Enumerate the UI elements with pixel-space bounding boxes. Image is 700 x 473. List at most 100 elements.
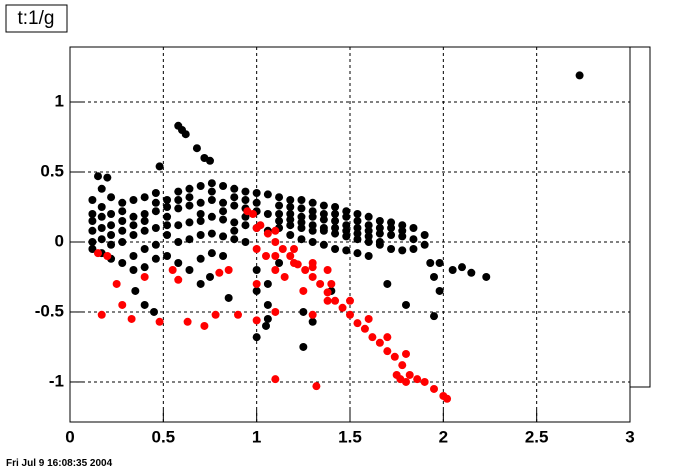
point xyxy=(127,314,136,323)
point xyxy=(163,195,172,204)
title-box xyxy=(5,4,68,33)
point xyxy=(430,384,438,393)
point xyxy=(368,333,377,342)
x-tick-label: 1.5 xyxy=(338,427,362,446)
point xyxy=(308,226,317,235)
point xyxy=(299,307,308,316)
point xyxy=(118,207,127,216)
point xyxy=(392,370,401,379)
point xyxy=(286,230,295,239)
point xyxy=(151,198,160,207)
point xyxy=(360,324,369,333)
point xyxy=(271,251,280,260)
point xyxy=(375,223,384,232)
point xyxy=(308,272,317,281)
point xyxy=(364,221,373,230)
y-tick-label: -0.5 xyxy=(35,301,64,320)
point xyxy=(297,223,306,232)
point xyxy=(409,235,418,244)
point xyxy=(241,221,250,230)
point xyxy=(163,221,172,230)
point xyxy=(312,382,321,391)
point xyxy=(185,193,194,202)
point xyxy=(430,312,438,321)
point xyxy=(346,310,354,319)
point xyxy=(118,198,127,207)
point xyxy=(241,195,250,204)
point xyxy=(383,333,392,342)
point xyxy=(97,202,106,211)
point xyxy=(263,279,272,288)
point xyxy=(286,209,295,218)
point xyxy=(196,216,205,225)
point xyxy=(107,240,116,249)
point xyxy=(342,226,351,235)
point xyxy=(383,279,392,288)
point xyxy=(278,244,287,253)
point xyxy=(262,251,270,260)
point xyxy=(107,230,116,239)
point xyxy=(163,230,172,239)
point xyxy=(262,321,270,330)
point xyxy=(458,263,466,272)
point xyxy=(342,212,351,221)
x-tick-label: 0.5 xyxy=(152,427,176,446)
point xyxy=(290,258,298,267)
point xyxy=(263,209,272,218)
point xyxy=(230,235,239,244)
point xyxy=(140,193,149,202)
point xyxy=(112,279,121,288)
point xyxy=(118,258,127,267)
point xyxy=(402,300,410,309)
point xyxy=(151,207,160,216)
point xyxy=(211,310,220,319)
point xyxy=(94,249,102,258)
point xyxy=(181,130,190,139)
point xyxy=(390,352,399,361)
point xyxy=(185,235,194,244)
point xyxy=(316,279,325,288)
point xyxy=(301,265,310,274)
point xyxy=(275,201,284,210)
point xyxy=(103,251,112,260)
point xyxy=(271,307,280,316)
point xyxy=(353,223,362,232)
point xyxy=(364,237,373,246)
point xyxy=(299,286,308,295)
point xyxy=(196,209,205,218)
point xyxy=(107,209,116,218)
point xyxy=(331,229,340,238)
point xyxy=(219,232,228,241)
point xyxy=(275,209,284,218)
point xyxy=(248,209,257,218)
point xyxy=(467,268,476,277)
x-tick-label: 2.5 xyxy=(525,427,549,446)
point xyxy=(448,265,457,274)
point xyxy=(398,361,407,370)
point xyxy=(88,226,97,235)
point xyxy=(196,279,205,288)
x-tick-label: 3 xyxy=(625,427,634,446)
point xyxy=(297,195,306,204)
point xyxy=(140,300,149,309)
point xyxy=(342,221,351,230)
y-tick-label: 0.5 xyxy=(40,161,64,180)
point xyxy=(252,198,261,207)
point xyxy=(252,316,261,325)
point xyxy=(118,216,127,225)
point xyxy=(420,230,429,239)
point xyxy=(234,310,242,319)
point xyxy=(94,172,102,181)
point xyxy=(353,249,362,258)
point xyxy=(398,221,407,230)
point xyxy=(88,237,97,246)
point xyxy=(331,202,340,211)
point xyxy=(97,223,106,232)
point xyxy=(192,144,201,153)
point xyxy=(331,296,340,305)
point xyxy=(286,251,295,260)
point xyxy=(140,209,149,218)
point xyxy=(342,207,351,216)
point xyxy=(196,181,205,190)
